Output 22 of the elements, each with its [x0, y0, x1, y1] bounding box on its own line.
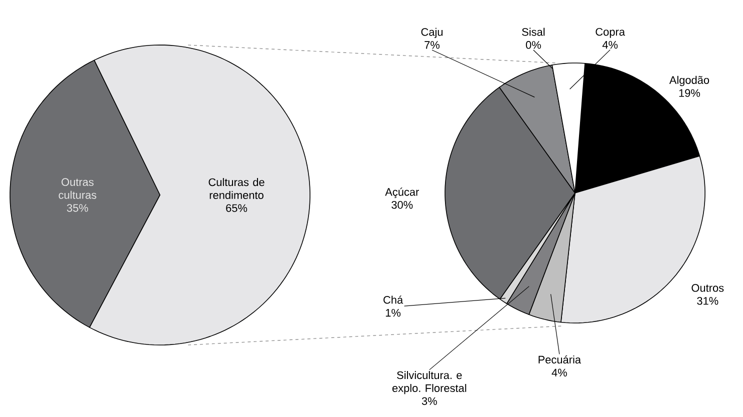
- data-label: 19%: [679, 89, 700, 97]
- data-label: 4%: [552, 368, 567, 376]
- data-label: 35%: [66, 204, 88, 212]
- data-label: 3%: [422, 397, 437, 405]
- slice-label: Caju: [421, 28, 443, 38]
- slice-label: Outros: [692, 284, 724, 292]
- slice-label: Pecuária: [538, 355, 582, 364]
- data-label: 1%: [386, 308, 401, 317]
- data-label: 65%: [226, 204, 248, 212]
- slice-label: Silvicultura. e explo. Florestal: [392, 371, 466, 394]
- slice-label: Chá: [384, 296, 404, 304]
- data-label: 4%: [602, 40, 618, 49]
- data-label: 31%: [697, 297, 718, 305]
- slice-label: Outras culturas: [58, 178, 96, 199]
- data-label: 30%: [392, 201, 413, 209]
- data-label: 7%: [424, 41, 440, 49]
- text: 0%: [526, 41, 541, 49]
- slice-label: Copra: [596, 28, 626, 38]
- slice-label: Culturas de rendimento: [208, 178, 264, 200]
- slice-label: Algodão: [669, 76, 710, 86]
- slice-label: Açúcar: [385, 188, 419, 198]
- category-label: Sisal: [522, 28, 545, 36]
